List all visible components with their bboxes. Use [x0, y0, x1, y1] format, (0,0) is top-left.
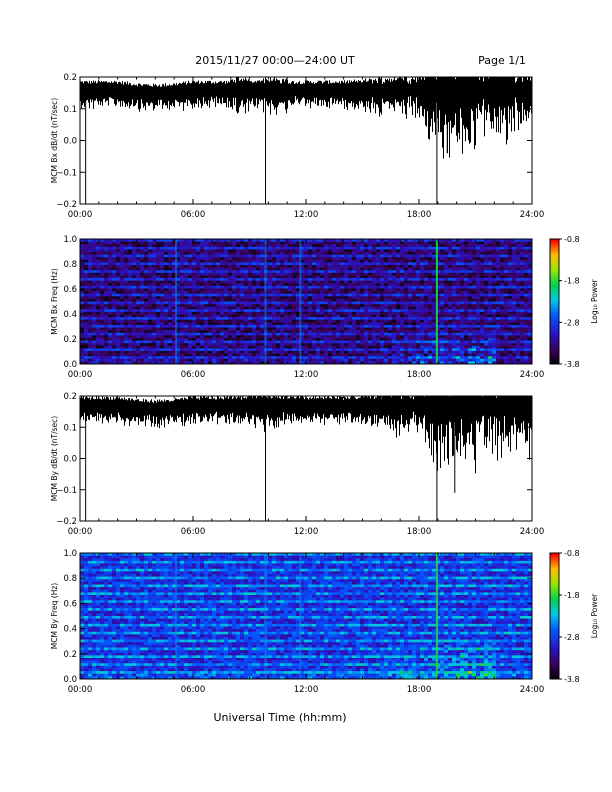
- x-tick-label: 00:00: [68, 210, 93, 220]
- colorbar-tick-label: -2.8: [564, 633, 580, 642]
- y-tick-label: 0.0: [63, 360, 77, 370]
- y-tick-label: −0.1: [56, 486, 77, 496]
- x-tick-label: 12:00: [294, 527, 319, 537]
- y-tick-label: 0.6: [63, 599, 77, 609]
- colorbar-tick-label: -2.8: [564, 318, 580, 327]
- spectrogram-vertical-line: [435, 553, 438, 679]
- y-axis-label: MCM Bx dB/dt (nT/sec): [50, 98, 59, 183]
- colorbar-label: Log₁₀ Power: [590, 593, 599, 638]
- x-tick-label: 24:00: [520, 370, 545, 380]
- x-tick-label: 06:00: [181, 685, 206, 695]
- y-tick-label: 0.4: [63, 625, 77, 635]
- y-tick-label: 0.4: [63, 310, 77, 320]
- dbdt-noise: [80, 396, 532, 474]
- x-tick-label: 18:00: [407, 685, 432, 695]
- colorbar-frame: [549, 552, 560, 680]
- spectrogram-cells: [80, 239, 533, 365]
- page-number: Page 1/1: [478, 54, 526, 67]
- colorbar-tick-label: -0.8: [564, 549, 580, 558]
- by-dbdt-panel: 00:00 06:00 12:00 18:00 24:00 0.2 0.1 0.0 −0.1 −0…: [50, 392, 544, 537]
- y-axis-label: MCM By Freq (Hz): [50, 583, 59, 649]
- y-axis-label: MCM Bx Freq (Hz): [50, 268, 59, 334]
- y-tick-label: −0.1: [56, 168, 77, 178]
- colorbar-tick-label: -1.8: [564, 277, 580, 286]
- y-tick-label: 0.1: [63, 105, 77, 115]
- dbdt-trace: [80, 396, 532, 521]
- colorbar-frame: [549, 238, 560, 365]
- y-tick-label: 1.0: [63, 549, 77, 559]
- spectrogram-vertical-line: [264, 239, 267, 364]
- spectrogram-vertical-line: [175, 553, 178, 679]
- colorbar-tick-label: -3.8: [564, 675, 580, 684]
- x-tick-label: 24:00: [520, 527, 545, 537]
- y-tick-label: 0.0: [63, 675, 77, 685]
- x-tick-label: 06:00: [181, 370, 206, 380]
- y-tick-label: 1.0: [63, 235, 77, 245]
- x-tick-label: 00:00: [68, 370, 93, 380]
- y-tick-label: −0.2: [56, 200, 77, 210]
- colorbar-tick-label: -3.8: [564, 360, 580, 369]
- x-tick-label: 12:00: [294, 685, 319, 695]
- x-tick-label: 24:00: [520, 210, 545, 220]
- spectrogram-vertical-line: [299, 239, 302, 364]
- y-tick-label: 0.8: [63, 574, 77, 584]
- bx-spectrogram-panel: 00:00 06:00 12:00 18:00 24:00 1.0 0.8 0.6 0.4 0.2…: [50, 235, 599, 380]
- y-axis-label: MCM By dB/dt (nT/sec): [50, 416, 59, 501]
- y-tick-label: 0.8: [63, 260, 77, 270]
- by-spectrogram-panel: 00:00 06:00 12:00 18:00 24:00 1.0 0.8 0.6 0.4 0.2…: [50, 549, 599, 695]
- spectrogram-cells: [80, 553, 533, 680]
- x-tick-label: 00:00: [68, 527, 93, 537]
- y-tick-label: 0.1: [63, 423, 77, 433]
- x-tick-label: 24:00: [520, 685, 545, 695]
- y-tick-label: 0.0: [63, 137, 77, 147]
- x-tick-label: 12:00: [294, 210, 319, 220]
- y-tick-label: 0.0: [63, 455, 77, 465]
- spectrogram-vertical-line: [435, 239, 438, 364]
- spectrogram-vertical-line: [299, 553, 302, 679]
- x-tick-label: 06:00: [181, 527, 206, 537]
- colorbar-tick-label: -1.8: [564, 591, 580, 600]
- x-tick-label: 18:00: [407, 370, 432, 380]
- y-tick-label: 0.2: [63, 392, 77, 402]
- colorbar: -0.8 -1.8 -2.8 -3.8 Log₁₀ Power: [549, 549, 599, 684]
- bx-dbdt-panel: 00:00 06:00 12:00 18:00 24:00 0.2 0.1 0.0 −0.1 −0…: [50, 73, 544, 220]
- spectrogram-vertical-line: [175, 239, 178, 364]
- dbdt-noise: [80, 77, 532, 159]
- x-axis-title: Universal Time (hh:mm): [214, 711, 347, 724]
- spectrogram-vertical-line: [264, 553, 267, 679]
- dbdt-trace: [80, 77, 532, 204]
- colorbar: -0.8 -1.8 -2.8 -3.8 Log₁₀ Power: [549, 235, 599, 369]
- y-tick-label: 0.6: [63, 285, 77, 295]
- y-tick-label: 0.2: [63, 650, 77, 660]
- x-tick-label: 18:00: [407, 527, 432, 537]
- colorbar-label: Log₁₀ Power: [590, 278, 599, 323]
- y-tick-label: 0.2: [63, 335, 77, 345]
- x-tick-label: 00:00: [68, 685, 93, 695]
- y-tick-label: 0.2: [63, 73, 77, 83]
- page-title: 2015/11/27 00:00—24:00 UT: [195, 54, 355, 67]
- x-tick-label: 12:00: [294, 370, 319, 380]
- x-tick-label: 06:00: [181, 210, 206, 220]
- x-tick-label: 18:00: [407, 210, 432, 220]
- y-tick-label: −0.2: [56, 517, 77, 527]
- colorbar-tick-label: -0.8: [564, 235, 580, 244]
